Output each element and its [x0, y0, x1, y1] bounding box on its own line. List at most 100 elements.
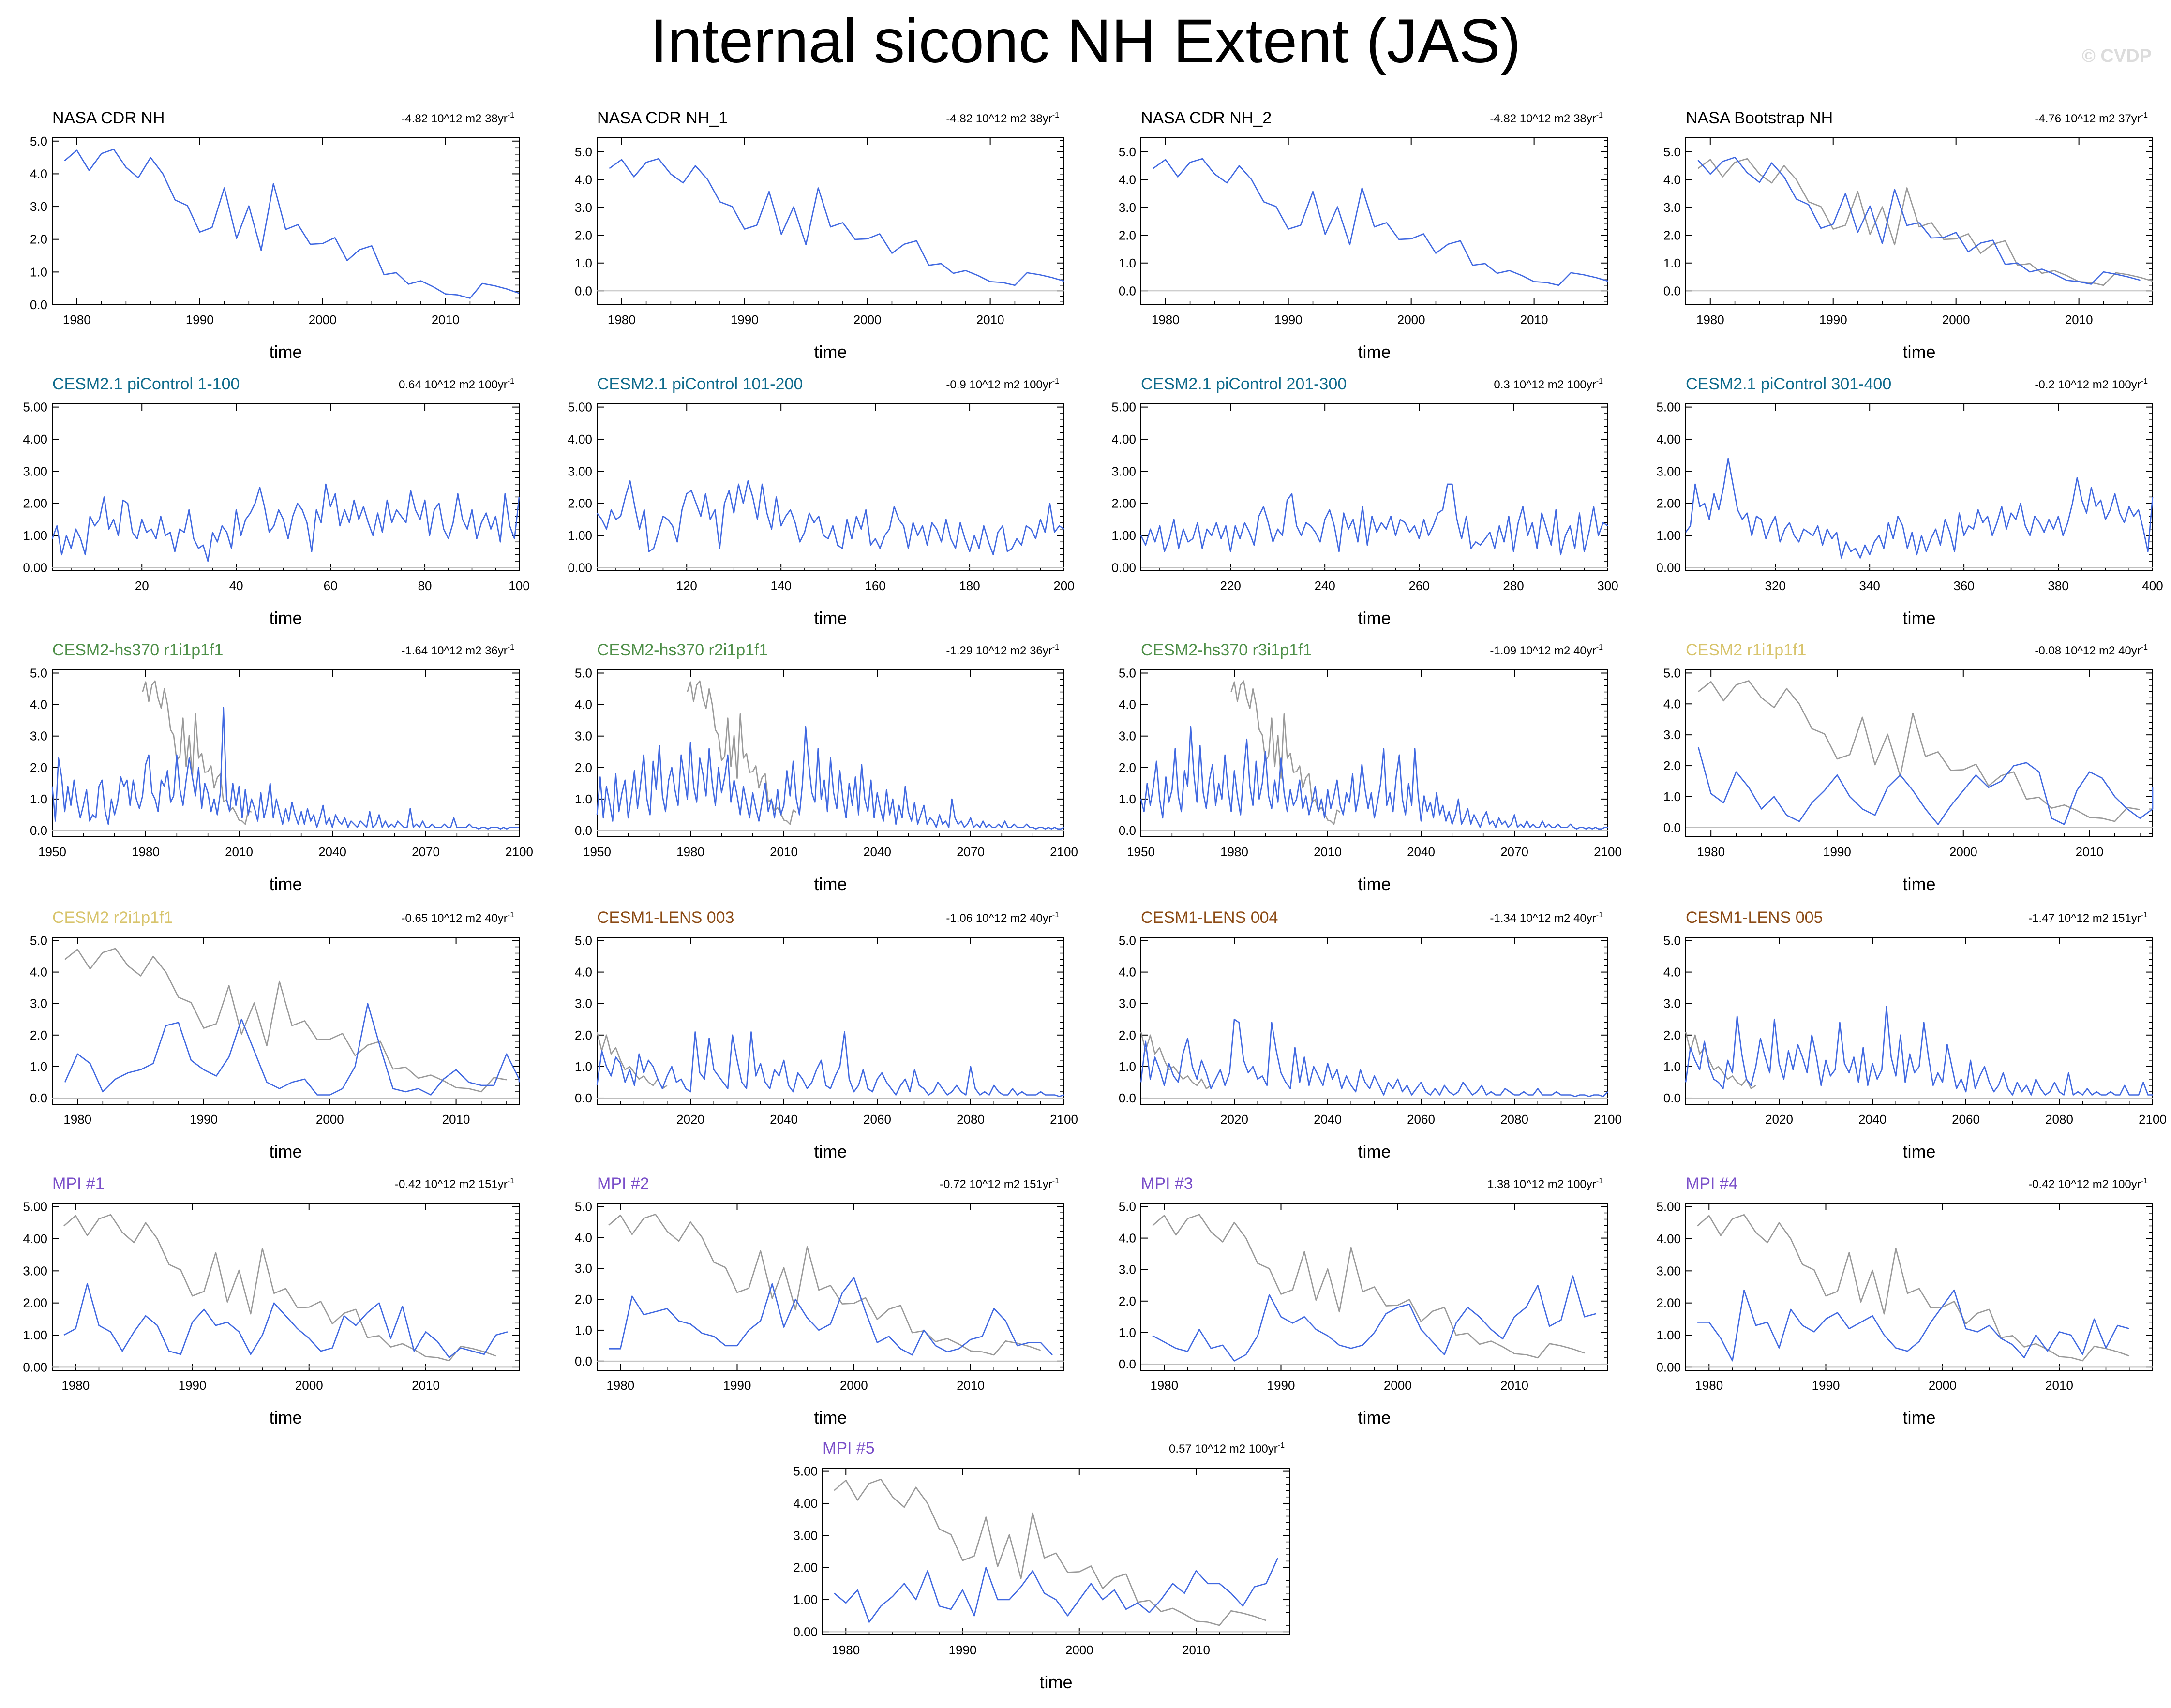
x-tick-label: 2010 — [957, 1378, 985, 1393]
x-axis-title: time — [1902, 1142, 1935, 1161]
y-tick-label: 0.0 — [30, 1091, 47, 1105]
trend-exponent: -1 — [1278, 1441, 1285, 1450]
y-tick-label: 3.00 — [1111, 464, 1136, 478]
plot-frame — [597, 1203, 1064, 1371]
x-tick-label: 1980 — [63, 1112, 91, 1127]
y-tick-label: 0.00 — [23, 560, 47, 575]
y-tick-label: 1.00 — [1656, 528, 1681, 543]
x-tick-label: 2040 — [1314, 1112, 1342, 1127]
x-tick-label: 2040 — [1858, 1112, 1887, 1127]
x-tick-label: 2010 — [2065, 312, 2093, 327]
observed-series-line — [64, 948, 507, 1093]
x-tick-label: 2020 — [676, 1112, 704, 1127]
chart-panel: CESM2.1 piControl 201-300 0.3 10^12 m2 10… — [1111, 375, 1618, 628]
trend-label: -0.2 10^12 m2 100yr-1 — [2035, 377, 2148, 391]
plot-frame — [597, 137, 1064, 305]
chart-panel: NASA CDR NH -4.82 10^12 m2 38yr-1 0.0 1.0 2.… — [30, 109, 520, 362]
model-series-line — [609, 158, 1064, 286]
y-tick-label: 1.0 — [1663, 256, 1681, 270]
y-tick-label: 5.0 — [1663, 666, 1681, 680]
x-tick-label: 1950 — [38, 845, 66, 859]
plot-frame — [597, 937, 1064, 1105]
x-tick-label: 2000 — [1929, 1378, 1957, 1393]
x-tick-label: 2100 — [2139, 1112, 2167, 1127]
y-tick-label: 4.0 — [1119, 698, 1136, 712]
x-tick-label: 2040 — [770, 1112, 798, 1127]
y-tick-label: 1.00 — [23, 528, 47, 543]
model-series-line — [1153, 158, 1608, 286]
panel-title: CESM2.1 piControl 301-400 — [1686, 375, 1891, 393]
x-tick-label: 2010 — [1182, 1643, 1210, 1657]
y-tick-label: 2.0 — [1119, 1028, 1136, 1042]
x-tick-label: 2010 — [1314, 845, 1342, 859]
y-tick-label: 5.00 — [568, 400, 592, 415]
model-series-line — [1140, 483, 1608, 556]
y-tick-label: 3.0 — [1119, 996, 1136, 1011]
y-tick-label: 2.0 — [1663, 1028, 1681, 1042]
trend-label: -0.72 10^12 m2 151yr-1 — [940, 1177, 1059, 1191]
x-axis-title: time — [1358, 1408, 1391, 1427]
model-series-line — [64, 149, 520, 299]
x-axis-title: time — [269, 342, 302, 362]
chart-panel: CESM2 r1i1p1f1 -0.08 10^12 m2 40yr-1 0.0 1.… — [1663, 641, 2154, 894]
trend-exponent: -1 — [1596, 377, 1603, 386]
x-tick-label: 2010 — [225, 845, 253, 859]
y-tick-label: 0.0 — [575, 1354, 592, 1368]
observed-series-line — [1140, 1031, 1212, 1089]
y-tick-label: 4.0 — [1663, 172, 1681, 187]
y-tick-label: 3.0 — [30, 996, 47, 1011]
x-tick-label: 2080 — [1500, 1112, 1528, 1127]
y-tick-label: 4.0 — [575, 172, 592, 187]
x-tick-label: 2060 — [863, 1112, 891, 1127]
x-tick-label: 2080 — [957, 1112, 985, 1127]
x-tick-label: 2070 — [957, 845, 985, 859]
y-tick-label: 0.00 — [568, 560, 592, 575]
panel-title: CESM2-hs370 r3i1p1f1 — [1141, 641, 1312, 659]
trend-exponent: -1 — [2141, 1177, 2148, 1185]
y-tick-label: 3.0 — [1119, 1262, 1136, 1277]
y-tick-label: 2.00 — [568, 496, 592, 511]
y-tick-label: 5.0 — [1119, 145, 1136, 159]
x-axis-title: time — [814, 1408, 847, 1427]
x-tick-label: 1980 — [1696, 312, 1724, 327]
observed-series-line — [1698, 680, 2141, 822]
model-series-line — [609, 1277, 1053, 1356]
y-tick-label: 4.0 — [575, 698, 592, 712]
x-tick-label: 200 — [1053, 579, 1074, 593]
y-tick-label: 2.0 — [30, 1028, 47, 1042]
x-tick-label: 2100 — [1050, 1112, 1078, 1127]
y-tick-label: 3.0 — [30, 729, 47, 743]
y-tick-label: 0.0 — [1663, 1091, 1681, 1105]
trend-exponent: -1 — [508, 1177, 514, 1185]
y-tick-label: 3.0 — [1663, 996, 1681, 1011]
plot-frame — [52, 403, 520, 571]
x-tick-label: 120 — [676, 579, 697, 593]
x-tick-label: 280 — [1503, 579, 1524, 593]
panel-title: NASA CDR NH_2 — [1141, 109, 1272, 127]
x-tick-label: 40 — [229, 579, 243, 593]
y-tick-label: 3.00 — [568, 464, 592, 478]
panel-title: NASA CDR NH — [52, 109, 165, 127]
x-tick-label: 1990 — [949, 1643, 977, 1657]
y-tick-label: 1.0 — [1119, 1059, 1136, 1074]
x-tick-label: 180 — [959, 579, 980, 593]
y-tick-label: 2.0 — [575, 1292, 592, 1307]
panel-title: CESM2.1 piControl 1-100 — [52, 375, 240, 393]
y-tick-label: 5.00 — [1656, 1200, 1681, 1214]
observed-series-line — [687, 680, 797, 825]
trend-exponent: -1 — [1052, 911, 1059, 919]
x-axis-title: time — [1902, 1408, 1935, 1427]
panel-title: CESM2.1 piControl 201-300 — [1141, 375, 1347, 393]
y-tick-label: 3.0 — [1119, 729, 1136, 743]
panel-title: CESM2 r1i1p1f1 — [1686, 641, 1806, 659]
plot-frame — [52, 669, 520, 837]
trend-exponent: -1 — [508, 377, 514, 386]
x-tick-label: 300 — [1597, 579, 1618, 593]
x-tick-label: 2100 — [1594, 845, 1622, 859]
x-axis-title: time — [814, 1142, 847, 1161]
panel-title: MPI #1 — [52, 1174, 105, 1193]
y-tick-label: 3.00 — [1656, 464, 1681, 478]
y-tick-label: 3.0 — [1663, 200, 1681, 215]
chart-panel: CESM2 r2i1p1f1 -0.65 10^12 m2 40yr-1 0.0 1.… — [30, 908, 520, 1161]
panel-title: CESM1-LENS 005 — [1686, 908, 1823, 927]
